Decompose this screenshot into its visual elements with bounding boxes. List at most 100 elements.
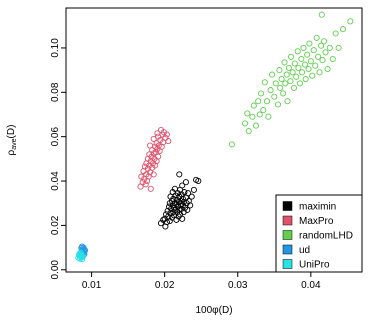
data-point (312, 62, 319, 69)
data-point (316, 69, 323, 76)
data-point (179, 195, 186, 202)
data-point (249, 113, 256, 120)
x-tick-label: 0.01 (82, 280, 102, 291)
data-points (75, 11, 354, 263)
data-point (176, 171, 183, 178)
data-point (187, 202, 194, 209)
x-tick-label: 0.02 (155, 280, 175, 291)
legend-label: MaxPro (299, 216, 334, 227)
data-point (313, 34, 320, 41)
data-point (155, 153, 162, 160)
y-axis-label-suffix: (D) (6, 125, 17, 139)
data-point (179, 215, 186, 222)
data-point (332, 30, 339, 37)
data-point (162, 134, 169, 141)
data-point (184, 206, 191, 213)
data-point (304, 51, 311, 58)
data-point (306, 40, 313, 47)
data-point (288, 53, 295, 60)
data-point (146, 142, 154, 149)
data-point (291, 60, 298, 67)
y-tick-label: 0.06 (50, 127, 61, 147)
data-point (315, 53, 322, 60)
data-point (287, 78, 294, 85)
data-point (335, 44, 342, 51)
data-point (322, 49, 329, 56)
data-point (255, 98, 262, 105)
data-point (319, 57, 326, 64)
series-UniPro (75, 249, 86, 263)
legend: maximin MaxPro randomLHD ud UniPro (275, 194, 363, 273)
x-axis: 0.01 0.02 0.03 0.04 (82, 272, 321, 291)
data-point (278, 75, 285, 83)
data-point (329, 55, 336, 63)
x-tick-label: 0.03 (228, 280, 248, 291)
legend-label: randomLHD (299, 231, 353, 242)
data-point (290, 84, 298, 91)
data-point (185, 190, 192, 197)
data-point (284, 98, 291, 105)
data-point (282, 80, 289, 87)
y-tick-label: 0.00 (50, 260, 61, 280)
legend-label: ud (299, 245, 310, 256)
data-point (252, 122, 260, 129)
data-point (163, 131, 170, 138)
data-point (293, 73, 300, 80)
data-point (324, 65, 331, 73)
legend-swatch (282, 230, 293, 240)
data-point (326, 44, 333, 51)
data-point (263, 98, 271, 105)
data-point (305, 65, 312, 73)
legend-swatch (282, 259, 293, 269)
data-point (76, 251, 83, 258)
series-randomLHD (228, 11, 354, 148)
data-point (181, 189, 188, 196)
series-MaxPro (137, 126, 172, 192)
data-point (265, 113, 272, 120)
data-point (289, 69, 296, 76)
data-point (347, 18, 354, 25)
data-point (260, 107, 267, 114)
legend-swatch (282, 244, 293, 255)
data-point (274, 101, 282, 108)
data-point (154, 130, 161, 137)
x-axis-label: 100φ(D) (195, 305, 232, 316)
data-point (242, 120, 249, 127)
legend-label: maximin (299, 202, 336, 213)
data-point (339, 26, 347, 33)
data-point (155, 142, 162, 149)
data-point (179, 182, 186, 189)
data-point (269, 71, 276, 78)
y-tick-label: 0.10 (50, 38, 61, 58)
data-point (182, 179, 189, 186)
data-point (295, 64, 302, 71)
data-point (195, 177, 202, 185)
data-point (318, 11, 325, 18)
data-point (190, 186, 197, 193)
data-point (163, 219, 170, 226)
series-maximin (157, 171, 202, 230)
legend-label: UniPro (299, 260, 330, 271)
data-point (307, 58, 314, 65)
y-tick-label: 0.02 (50, 215, 61, 235)
data-point (258, 90, 265, 97)
data-point (283, 71, 290, 78)
data-point (320, 38, 328, 45)
data-point (150, 135, 157, 142)
y-tick-label: 0.04 (50, 171, 61, 191)
data-point (150, 171, 157, 178)
data-point (294, 48, 301, 55)
plot-frame (65, 7, 363, 273)
y-axis-label: ρave(D) (6, 125, 18, 156)
data-point (277, 84, 284, 91)
data-point (272, 80, 279, 87)
data-point (256, 111, 263, 118)
legend-swatch (282, 201, 293, 211)
data-point (188, 193, 195, 200)
y-axis-label-main: ρ (6, 149, 17, 155)
x-tick-label: 0.04 (301, 280, 321, 291)
data-point (300, 44, 307, 51)
data-point (276, 67, 283, 74)
data-point (298, 55, 305, 63)
data-point (296, 80, 303, 87)
